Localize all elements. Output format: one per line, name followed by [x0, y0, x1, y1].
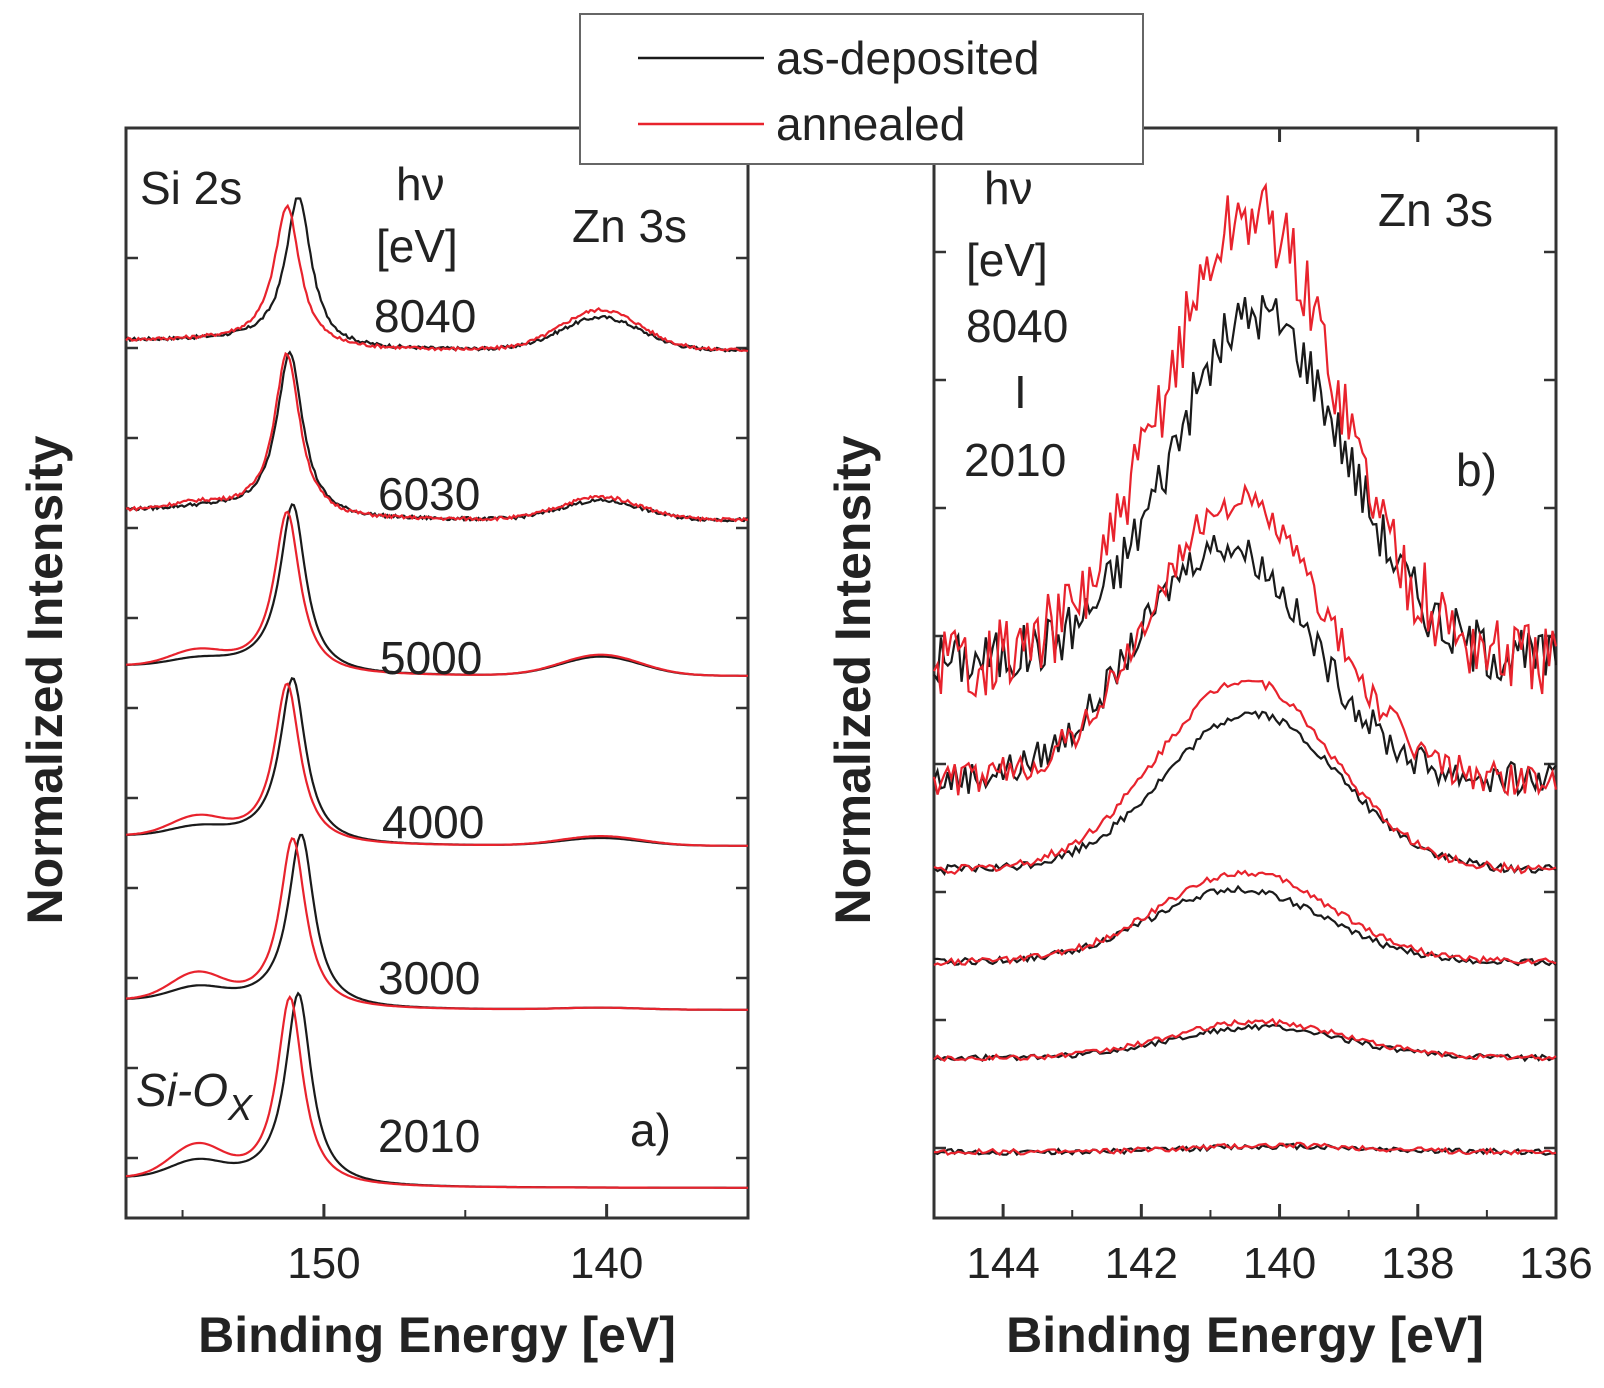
panel-b-xtick-label: 144	[966, 1239, 1039, 1288]
panel-b-hv-unit: [eV]	[966, 234, 1048, 286]
oxide-label-text: Si-O	[136, 1064, 228, 1116]
panel-a-hv-label: hν	[396, 158, 445, 210]
panel-b-hv-sep: I	[1014, 366, 1027, 418]
panel-b-xtick-label: 140	[1243, 1239, 1316, 1288]
panel-a-letter: a)	[630, 1104, 671, 1156]
panel-b-series-3000-as-deposited	[933, 1023, 1557, 1063]
panel-b-hv-high: 8040	[966, 300, 1068, 352]
panel-b-ylabel: Normalized Intensity	[825, 435, 881, 924]
hv-label-8040: 8040	[374, 290, 476, 342]
panel-a-xtick-label: 150	[287, 1239, 360, 1288]
panel-a-series-5000-annealed	[125, 510, 748, 677]
legend-label-annealed: annealed	[776, 98, 965, 150]
panel-a-ylabel: Normalized Intensity	[17, 435, 73, 924]
panel-a-hv-unit: [eV]	[376, 220, 458, 272]
hv-label-3000: 3000	[378, 952, 480, 1004]
panel-b-series-2010-annealed	[933, 1141, 1557, 1157]
panel-a-series-6030-annealed	[125, 351, 749, 523]
hv-label-2010: 2010	[378, 1110, 480, 1162]
panel-b-series-5000-annealed	[933, 679, 1557, 876]
panel-b-xtick-label: 138	[1381, 1239, 1454, 1288]
panel-b-letter: b)	[1456, 444, 1497, 496]
panel-a-frame	[124, 126, 750, 1220]
legend-box	[579, 13, 1144, 165]
legend-label-as-deposited: as-deposited	[776, 32, 1039, 84]
panel-b-zn3s-label: Zn 3s	[1378, 184, 1493, 236]
panel-b-series-6030-annealed	[932, 482, 1558, 797]
panel-a-curves	[125, 197, 749, 1189]
panel-a-series-3000-annealed	[125, 837, 748, 1011]
panel-b-xtick-label: 142	[1105, 1239, 1178, 1288]
oxide-label-sub: X	[227, 1087, 254, 1128]
panel-b-series-4000-annealed	[933, 869, 1557, 967]
panel-b-xtick-label: 136	[1519, 1239, 1592, 1288]
panel-b-ticks: 144 142 140 138 136	[933, 128, 1593, 1288]
panel-b-series-8040-as-deposited	[933, 294, 1558, 684]
legend: as-deposited annealed	[579, 13, 1144, 165]
panel-b-curves	[932, 182, 1558, 1157]
hv-label-4000: 4000	[382, 796, 484, 848]
hv-label-5000: 5000	[380, 632, 482, 684]
panel-a-series-2010-annealed	[125, 994, 748, 1189]
panel-a-series-4000-annealed	[125, 682, 748, 847]
panel-b-hv-low: 2010	[964, 434, 1066, 486]
panel-b-frame	[932, 126, 1558, 1220]
panel-a-oxide-label: Si-OX	[136, 1064, 254, 1128]
panel-b-series-5000-as-deposited	[933, 710, 1557, 876]
panel-b-series-3000-annealed	[933, 1017, 1557, 1062]
panel-a-zn3s-label: Zn 3s	[572, 200, 687, 252]
panel-b-xlabel: Binding Energy [eV]	[1006, 1307, 1484, 1363]
panel-b-series-8040-annealed	[933, 182, 1558, 698]
panel-a-xtick-label: 140	[570, 1239, 643, 1288]
panel-a-ticks: 150 140	[126, 256, 749, 1288]
panel-b-series-4000-as-deposited	[933, 884, 1557, 967]
panel-a-xlabel: Binding Energy [eV]	[198, 1307, 676, 1363]
hv-label-6030: 6030	[378, 468, 480, 520]
panel-b-hv-label: hν	[984, 162, 1033, 214]
panel-a-si2s-label: Si 2s	[140, 162, 242, 214]
panel-a-series-8040-annealed	[125, 203, 749, 353]
